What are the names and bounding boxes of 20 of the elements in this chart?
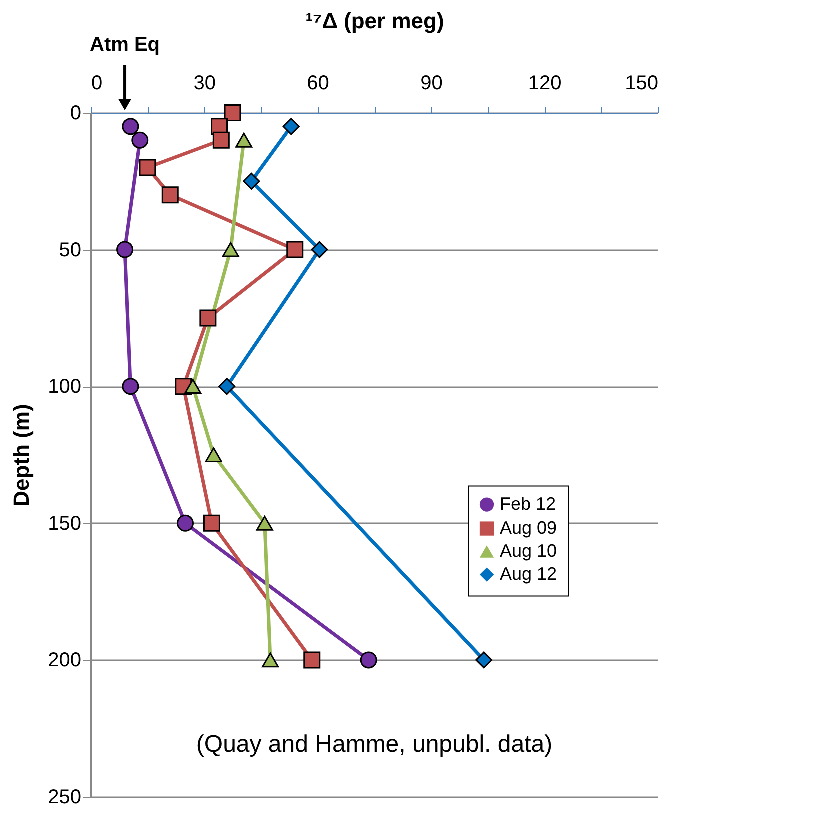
y-tick-label: 150: [48, 512, 82, 535]
legend-label: Aug 10: [500, 540, 558, 561]
legend-label: Aug 12: [500, 564, 558, 584]
y-tick-label: 100: [48, 376, 82, 398]
y-tick-label: 50: [59, 239, 82, 262]
y-axis-title: Depth (m): [9, 404, 34, 507]
x-tick-label: 120: [528, 72, 562, 94]
y-tick-label: 250: [48, 786, 82, 808]
x-tick-label: 60: [307, 72, 330, 94]
x-axis-title: ¹⁷Δ (per meg): [306, 8, 444, 34]
text: Atm Eq: [90, 34, 160, 56]
annotation: (Quay and Hamme, unpubl. data): [196, 731, 553, 758]
legend-label: Aug 09: [500, 518, 558, 538]
legend-label: Feb 12: [500, 494, 556, 514]
y-tick-label: 0: [70, 102, 82, 124]
y-tick-label: 200: [48, 650, 82, 672]
x-tick-label: 30: [194, 72, 216, 94]
x-tick-label: 90: [420, 72, 443, 94]
x-tick-label: 0: [92, 72, 103, 94]
x-tick-label: 150: [625, 72, 658, 94]
